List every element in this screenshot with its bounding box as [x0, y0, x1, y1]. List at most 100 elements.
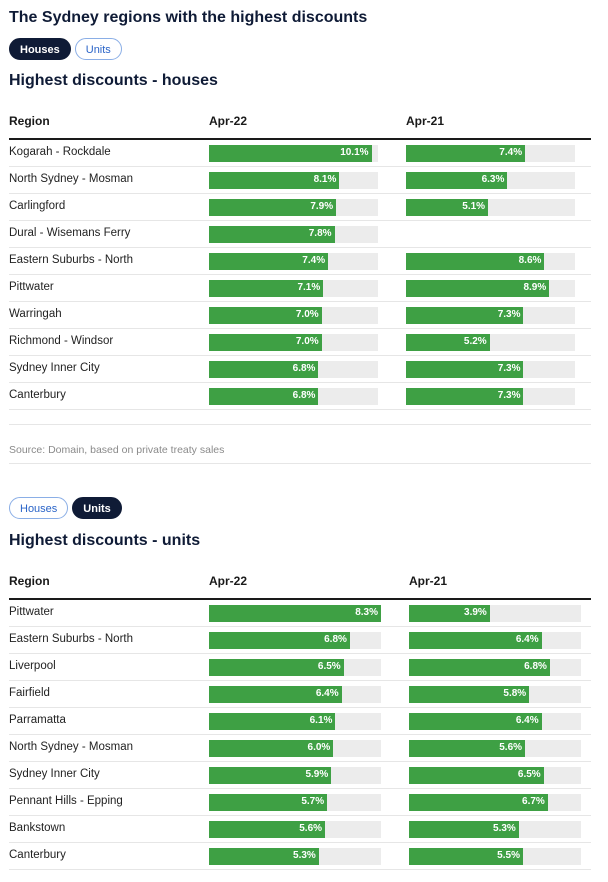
region-label: Pennant Hills - Epping — [9, 795, 123, 807]
apr22-bar-track: 6.8% — [209, 388, 378, 405]
apr21-bar: 5.2% — [406, 334, 490, 351]
apr22-bar: 10.1% — [209, 145, 372, 162]
table-row: Sydney Inner City 5.9% 6.5% — [9, 762, 591, 789]
region-label: Kogarah - Rockdale — [9, 146, 111, 158]
apr21-value-label: 3.9% — [464, 607, 487, 618]
apr21-value-label: 7.4% — [499, 147, 523, 158]
apr21-value-label: 5.6% — [499, 742, 523, 753]
apr22-column-header: Apr-22 — [209, 574, 248, 588]
region-label: Bankstown — [9, 822, 66, 834]
apr22-value-label: 5.3% — [293, 850, 316, 861]
apr21-bar-track: 5.5% — [409, 848, 581, 865]
apr21-bar-track: 5.3% — [409, 821, 581, 838]
table-row: Richmond - Windsor 7.0% 5.2% — [9, 329, 591, 356]
apr22-bar: 8.3% — [209, 605, 381, 622]
region-label: Canterbury — [9, 389, 66, 401]
units-section-toggle: Houses Units — [9, 497, 122, 519]
region-label: Carlingford — [9, 200, 66, 212]
region-label: Warringah — [9, 308, 62, 320]
units-table-header: Region Apr-22 Apr-21 — [9, 568, 591, 600]
apr22-bar: 7.0% — [209, 334, 322, 351]
apr22-bar-track: 7.9% — [209, 199, 378, 216]
apr22-value-label: 8.3% — [355, 607, 378, 618]
apr21-value-label: 6.4% — [515, 634, 539, 645]
apr22-value-label: 6.1% — [309, 715, 333, 726]
apr21-value-label: 8.6% — [518, 255, 542, 266]
apr21-value-label: 7.3% — [497, 309, 521, 320]
apr22-value-label: 10.1% — [340, 147, 369, 158]
region-label: North Sydney - Mosman — [9, 173, 133, 185]
apr22-bar: 6.1% — [209, 713, 336, 730]
table-row: Kogarah - Rockdale 10.1% 7.4% — [9, 140, 591, 167]
table-row: North Sydney - Mosman 6.0% 5.6% — [9, 735, 591, 762]
apr21-bar-track: 6.5% — [409, 767, 581, 784]
apr22-value-label: 7.4% — [302, 255, 326, 266]
apr21-bar-track: 5.8% — [409, 686, 581, 703]
apr21-value-label: 6.4% — [515, 715, 539, 726]
apr21-bar: 6.4% — [409, 632, 542, 649]
apr22-bar-track: 5.7% — [209, 794, 381, 811]
apr22-value-label: 5.7% — [301, 796, 325, 807]
apr22-bar: 5.6% — [209, 821, 326, 838]
apr21-bar: 3.9% — [409, 605, 490, 622]
table-row: Pittwater 8.3% 3.9% — [9, 600, 591, 627]
apr21-bar: 6.8% — [409, 659, 550, 676]
region-label: Canterbury — [9, 849, 66, 861]
region-label: Liverpool — [9, 660, 56, 672]
apr21-bar-track: 8.9% — [406, 280, 575, 297]
apr22-bar-track: 7.8% — [209, 226, 378, 243]
houses-toggle-button[interactable]: Houses — [9, 38, 71, 60]
units-rows: Pittwater 8.3% 3.9% Eastern Suburbs - North… — [9, 600, 591, 870]
apr21-bar: 7.4% — [406, 145, 526, 162]
apr21-value-label: 5.8% — [503, 688, 527, 699]
table-row: Eastern Suburbs - North 6.8% 6.4% — [9, 627, 591, 654]
apr22-bar: 6.8% — [209, 632, 350, 649]
apr22-bar-track: 6.1% — [209, 713, 381, 730]
apr21-bar-track: 6.8% — [409, 659, 581, 676]
apr22-value-label: 7.8% — [308, 228, 332, 239]
apr22-bar-track: 6.4% — [209, 686, 381, 703]
apr21-column-header: Apr-21 — [406, 114, 445, 128]
table-row: North Sydney - Mosman 8.1% 6.3% — [9, 167, 591, 194]
apr22-bar-track: 5.6% — [209, 821, 381, 838]
divider — [9, 463, 591, 464]
apr22-bar: 6.5% — [209, 659, 344, 676]
apr22-value-label: 5.6% — [299, 823, 323, 834]
table-row: Canterbury 5.3% 5.5% — [9, 843, 591, 870]
houses-toggle-button[interactable]: Houses — [9, 497, 69, 519]
region-label: Parramatta — [9, 714, 66, 726]
table-row: Warringah 7.0% 7.3% — [9, 302, 591, 329]
table-row: Carlingford 7.9% 5.1% — [9, 194, 591, 221]
apr22-column-header: Apr-22 — [209, 114, 248, 128]
apr21-bar: 7.3% — [406, 307, 524, 324]
apr22-bar-track: 8.1% — [209, 172, 378, 189]
apr21-bar-track: 8.6% — [406, 253, 575, 270]
table-row: Parramatta 6.1% 6.4% — [9, 708, 591, 735]
page-title: The Sydney regions with the highest disc… — [9, 9, 368, 26]
apr21-value-label: 6.7% — [522, 796, 545, 807]
apr21-value-label: 8.9% — [523, 282, 547, 293]
apr21-bar: 5.8% — [409, 686, 530, 703]
units-toggle-button[interactable]: Units — [72, 497, 122, 519]
apr21-bar-track: 7.3% — [406, 388, 575, 405]
units-chart-title: Highest discounts - units — [9, 532, 201, 549]
region-label: North Sydney - Mosman — [9, 741, 133, 753]
apr22-bar: 6.8% — [209, 361, 319, 378]
apr22-value-label: 6.0% — [307, 742, 331, 753]
apr21-bar: 8.9% — [406, 280, 550, 297]
region-label: Fairfield — [9, 687, 50, 699]
apr22-bar: 6.0% — [209, 740, 334, 757]
units-toggle-button[interactable]: Units — [74, 38, 122, 60]
apr21-bar: 5.1% — [406, 199, 489, 216]
apr21-value-label: 7.3% — [497, 363, 521, 374]
apr21-column-header: Apr-21 — [409, 574, 448, 588]
table-row: Sydney Inner City 6.8% 7.3% — [9, 356, 591, 383]
apr22-bar: 6.4% — [209, 686, 342, 703]
apr21-value-label: 6.5% — [517, 769, 541, 780]
apr21-bar-track: 6.4% — [409, 713, 581, 730]
apr21-bar: 6.7% — [409, 794, 548, 811]
houses-rows: Kogarah - Rockdale 10.1% 7.4% North Sydney … — [9, 140, 591, 410]
apr22-value-label: 5.9% — [305, 769, 329, 780]
apr22-value-label: 6.8% — [324, 634, 347, 645]
